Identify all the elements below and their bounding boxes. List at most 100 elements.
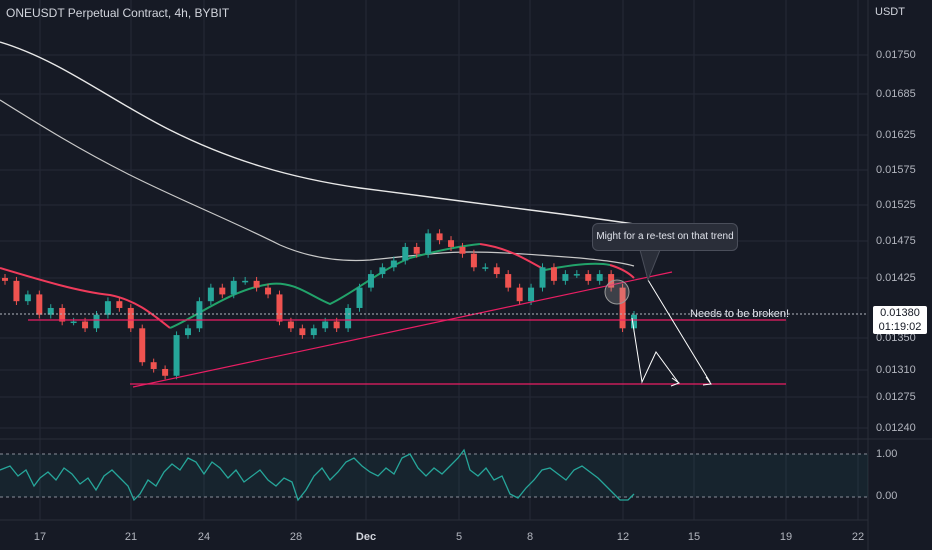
time-tick: 12 (616, 531, 630, 543)
candle-body (379, 267, 386, 275)
price-tick: 0.01350 (876, 332, 916, 344)
candle-body (253, 280, 260, 288)
candle-body (242, 280, 249, 283)
candle-body (150, 362, 157, 369)
candle-body (516, 287, 523, 302)
price-tick: 0.01475 (876, 235, 916, 247)
candle-body (116, 301, 123, 308)
bar-countdown: 01:19:02 (878, 321, 922, 333)
candle-body (402, 246, 409, 261)
time-tick: 21 (124, 531, 138, 543)
candle-body (573, 274, 580, 276)
candle-body (333, 321, 340, 329)
price-tick: 0.01685 (876, 88, 916, 100)
time-tick: 22 (851, 531, 865, 543)
price-tick: 0.01750 (876, 49, 916, 61)
candle-body (104, 301, 111, 315)
candle-body (47, 307, 54, 315)
price-tick: 0.01425 (876, 272, 916, 284)
ema-red-right (609, 264, 635, 279)
chart-title: ONEUSDT Perpetual Contract, 4h, BYBIT (6, 6, 230, 20)
candle-body (596, 274, 603, 281)
candle-body (562, 274, 569, 281)
time-tick: 17 (33, 531, 47, 543)
candle-body (82, 321, 89, 329)
candle-body (299, 328, 306, 336)
current-price: 0.01380 (880, 307, 920, 319)
candle-body (619, 287, 626, 329)
oscillator-band (0, 454, 868, 497)
candle-body (528, 287, 535, 302)
projection-path-1 (631, 317, 679, 384)
candle-body (413, 246, 420, 254)
oscillator-line (0, 448, 635, 502)
time-tick: 5 (455, 531, 463, 543)
candle-body (196, 301, 203, 329)
time-tick: 24 (197, 531, 211, 543)
candle-body (367, 274, 374, 288)
candle-body (287, 321, 294, 329)
annotation-callout[interactable]: Might for a re-test on that trend (592, 223, 738, 251)
ema-green (169, 243, 481, 329)
highlight-circle (604, 279, 630, 305)
price-tick: 0.01625 (876, 129, 916, 141)
ema-red-left (0, 267, 171, 329)
price-tick: 0.01310 (876, 364, 916, 376)
candle-body (448, 240, 455, 247)
time-tick: 19 (779, 531, 793, 543)
time-tick: 28 (289, 531, 303, 543)
candle-body (59, 307, 66, 322)
candle-body (2, 277, 8, 281)
oscillator-tick: 1.00 (876, 448, 898, 460)
ascending-trendline (132, 271, 673, 388)
currency-label: USDT (875, 6, 905, 18)
candles (2, 229, 637, 380)
candle-body (24, 294, 31, 302)
price-tick: 0.01240 (876, 422, 916, 434)
arrow-head-icon (702, 376, 712, 386)
price-tick: 0.01575 (876, 164, 916, 176)
candle-body (345, 307, 352, 329)
candle-body (36, 294, 43, 315)
candle-body (539, 267, 546, 288)
oscillator-tick: 0.00 (876, 490, 898, 502)
candle-body (230, 280, 237, 295)
candle-body (184, 328, 191, 336)
resistance-label[interactable]: Needs to be broken! (690, 308, 790, 320)
ma-fast-line (0, 99, 635, 267)
candle-body (459, 246, 466, 254)
projection-path-2 (647, 279, 711, 383)
candle-body (550, 267, 557, 281)
candle-body (13, 280, 20, 302)
candle-body (356, 287, 363, 308)
time-tick: 15 (687, 531, 701, 543)
arrow-head-icon (670, 377, 681, 387)
grid (0, 0, 868, 520)
candle-body (608, 274, 615, 288)
candle-body (631, 314, 637, 329)
price-tick: 0.01525 (876, 199, 916, 211)
time-tick: Dec (355, 531, 377, 543)
candle-body (425, 233, 432, 254)
candle-body (493, 267, 500, 275)
candle-body (70, 321, 77, 324)
candle-body (505, 274, 512, 288)
candle-body (265, 287, 272, 295)
candle-body (470, 253, 477, 268)
candle-body (162, 368, 169, 376)
candle-body (310, 328, 317, 336)
candle-body (482, 267, 489, 269)
candle-body (93, 314, 100, 329)
ema-red-mid (479, 243, 546, 271)
candle-body (207, 287, 214, 302)
price-tick: 0.01275 (876, 391, 916, 403)
candle-body (139, 328, 146, 363)
candle-body (219, 287, 226, 295)
candle-body (390, 260, 397, 268)
current-price-badge: 0.01380 01:19:02 (873, 306, 927, 334)
candle-body (173, 335, 180, 376)
ma-slow-line (0, 41, 635, 225)
time-tick: 8 (526, 531, 534, 543)
